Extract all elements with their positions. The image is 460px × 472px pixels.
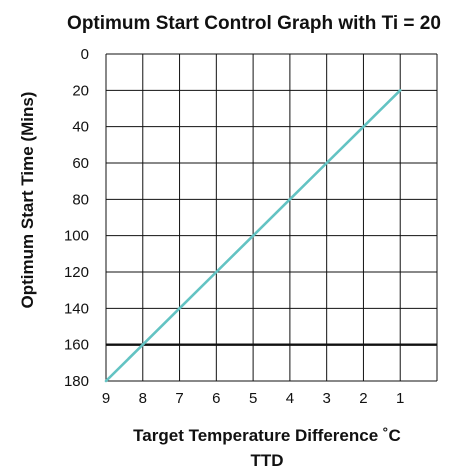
y-tick-label: 160 <box>64 337 89 354</box>
x-tick-labels: 9 8 7 6 5 4 3 2 1 <box>102 390 405 407</box>
x-tick-label: 1 <box>396 390 404 407</box>
x-tick-label: 6 <box>212 390 220 407</box>
x-tick-label: 8 <box>139 390 147 407</box>
y-tick-label: 20 <box>72 82 89 99</box>
y-tick-label: 180 <box>64 373 89 390</box>
y-tick-label: 40 <box>72 119 89 136</box>
x-tick-label: 5 <box>249 390 257 407</box>
x-axis-label: Target Temperature Difference ˚C <box>133 426 401 445</box>
y-tick-label: 60 <box>72 155 89 172</box>
chart-grid <box>105 53 438 382</box>
chart-title: Optimum Start Control Graph with Ti = 20 <box>67 13 441 34</box>
x-tick-label: 7 <box>175 390 183 407</box>
x-tick-label: 9 <box>102 390 110 407</box>
y-tick-label: 140 <box>64 300 89 317</box>
y-axis-label: Optimum Start Time (Mins) <box>18 92 37 309</box>
x-tick-label: 3 <box>322 390 330 407</box>
y-tick-label: 80 <box>72 191 89 208</box>
y-tick-label: 100 <box>64 228 89 245</box>
x-tick-label: 2 <box>359 390 367 407</box>
series-line <box>104 89 402 383</box>
chart-series <box>104 89 402 383</box>
y-tick-labels: 0 20 40 60 80 100 120 140 160 180 <box>64 46 89 390</box>
y-tick-label: 120 <box>64 264 89 281</box>
x-tick-label: 4 <box>286 390 294 407</box>
x-axis-label-abbrev: TTD <box>250 451 283 470</box>
y-tick-label: 0 <box>81 46 89 63</box>
